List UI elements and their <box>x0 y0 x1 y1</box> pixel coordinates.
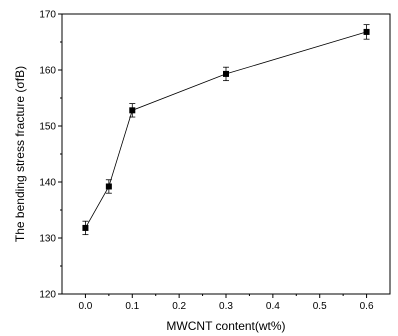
x-tick-label: 0.0 <box>78 301 92 312</box>
x-axis-ticks: 0.0 0.1 0.2 0.3 0.4 0.5 0.6 <box>78 294 374 312</box>
x-tick-label: 0.6 <box>360 301 374 312</box>
series <box>82 24 370 236</box>
y-tick-label: 130 <box>39 234 56 245</box>
y-axis-title: The bending stress fracture (σfB) <box>13 66 27 242</box>
x-tick-label: 0.4 <box>266 301 280 312</box>
y-tick-label: 120 <box>39 290 56 301</box>
x-tick-label: 0.5 <box>313 301 327 312</box>
y-tick-label: 160 <box>39 66 56 77</box>
data-point <box>363 28 370 35</box>
data-point <box>82 224 89 231</box>
x-tick-label: 0.2 <box>172 301 186 312</box>
y-tick-label: 140 <box>39 178 56 189</box>
y-tick-label: 170 <box>39 10 56 21</box>
data-point <box>223 70 229 77</box>
x-tick-label: 0.3 <box>219 301 233 312</box>
y-tick-label: 150 <box>39 122 56 133</box>
plot-frame <box>61 13 391 295</box>
data-point <box>105 183 112 190</box>
x-axis-title: MWCNT content(wt%) <box>166 319 285 333</box>
series-line <box>85 31 367 229</box>
data-point <box>129 107 136 114</box>
x-tick-label: 0.1 <box>125 301 139 312</box>
y-axis-ticks: 120 130 140 150 160 170 <box>39 10 62 301</box>
